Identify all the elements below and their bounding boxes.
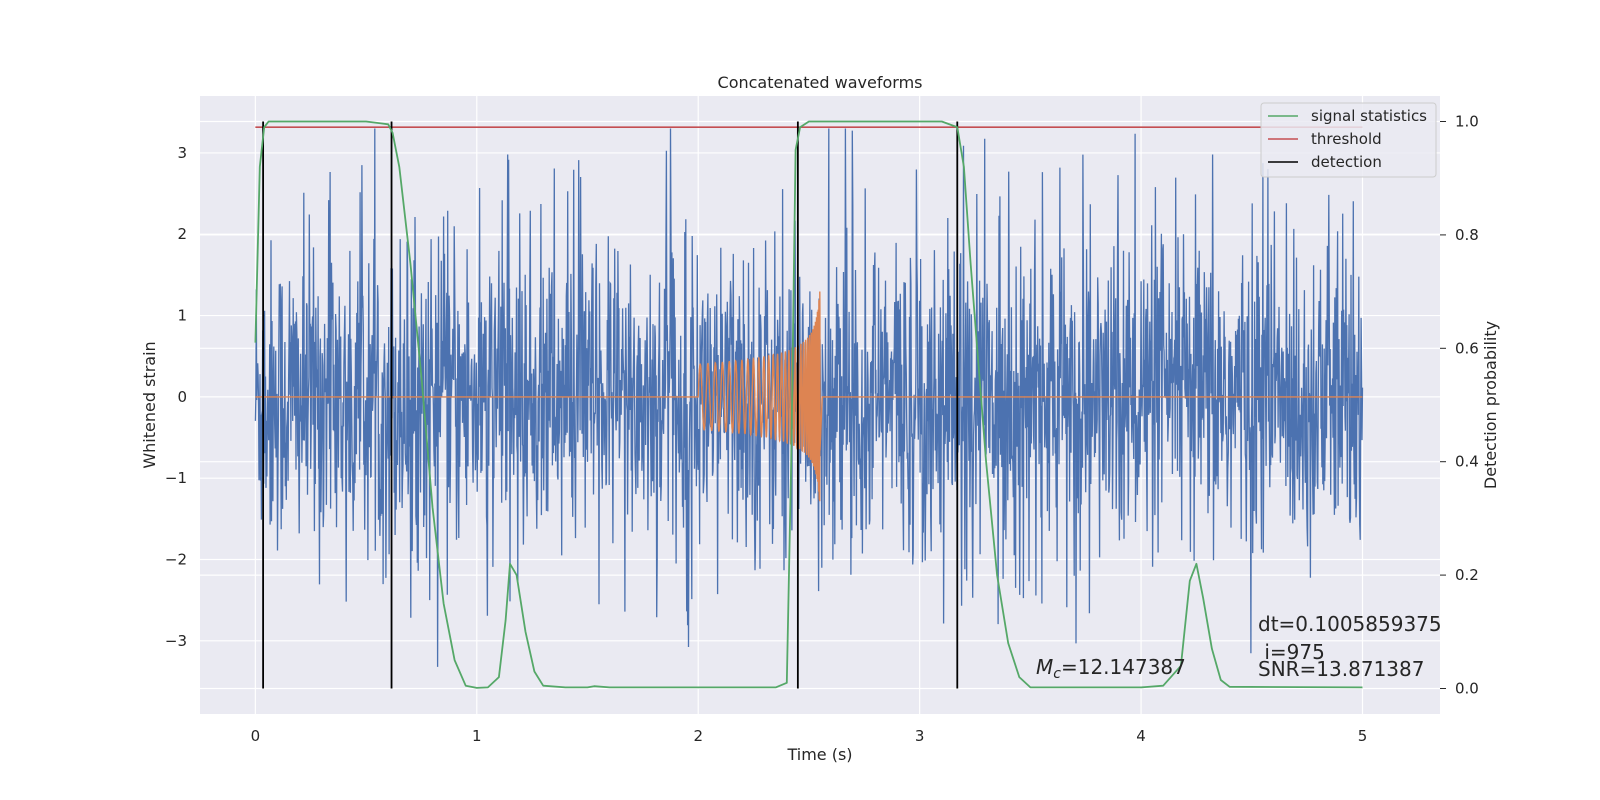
annotation-chirp-mass-symbol: M [1036, 655, 1053, 679]
y-axis-right-label: Detection probability [1481, 321, 1500, 489]
y-tick-label: 2 [177, 225, 187, 243]
ticks: 0 1 2 3 4 5 −3 −2 −1 0 1 2 3 0.0 0.2 0.4 0.6 0.8 1.0 [165, 113, 1479, 745]
x-tick-label: 0 [251, 727, 261, 745]
y-axis-label: Whitened strain [140, 341, 159, 468]
strain-noise-line [254, 128, 1364, 667]
y-tick-label: 3 [177, 144, 187, 162]
series-layer [254, 120, 1364, 689]
annotation-dt: dt=0.1005859375 [1258, 612, 1442, 636]
y-tick-label: 1 [177, 307, 187, 325]
legend: signal statistics threshold detection [1260, 102, 1437, 178]
legend-label-signal: signal statistics [1311, 107, 1427, 125]
y-tick-label: −1 [165, 469, 187, 487]
annotation-chirp-mass-subscript: c [1053, 666, 1061, 682]
annotation-snr: SNR=13.871387 [1258, 657, 1424, 681]
legend-label-threshold: threshold [1311, 130, 1382, 148]
y-right-tick-label: 1.0 [1455, 113, 1479, 131]
y-right-tick-label: 0.8 [1455, 226, 1479, 244]
y-tick-label: −3 [165, 632, 187, 650]
x-tick-label: 3 [915, 727, 925, 745]
x-tick-label: 5 [1358, 727, 1368, 745]
legend-label-detection: detection [1311, 153, 1382, 171]
injected-chirp-line [255, 291, 1363, 502]
legend-box [1260, 102, 1437, 178]
y-tick-label: −2 [165, 551, 187, 569]
x-tick-label: 2 [693, 727, 703, 745]
x-axis-label: Time (s) [786, 745, 852, 764]
chart-title: Concatenated waveforms [718, 73, 923, 92]
annotation-index: i=975 [1258, 640, 1325, 664]
y-right-tick-label: 0.4 [1455, 453, 1479, 471]
y-tick-label: 0 [177, 388, 187, 406]
annotation-chirp-mass: Mc=12.147387 [1036, 655, 1186, 682]
y-right-tick-label: 0.0 [1455, 679, 1479, 697]
annotation-chirp-mass-value: =12.147387 [1061, 655, 1186, 679]
signal-statistics-line [254, 120, 1363, 689]
x-tick-label: 4 [1136, 727, 1146, 745]
x-tick-label: 1 [472, 727, 482, 745]
y-right-tick-label: 0.2 [1455, 566, 1479, 584]
y-right-tick-label: 0.6 [1455, 339, 1479, 357]
